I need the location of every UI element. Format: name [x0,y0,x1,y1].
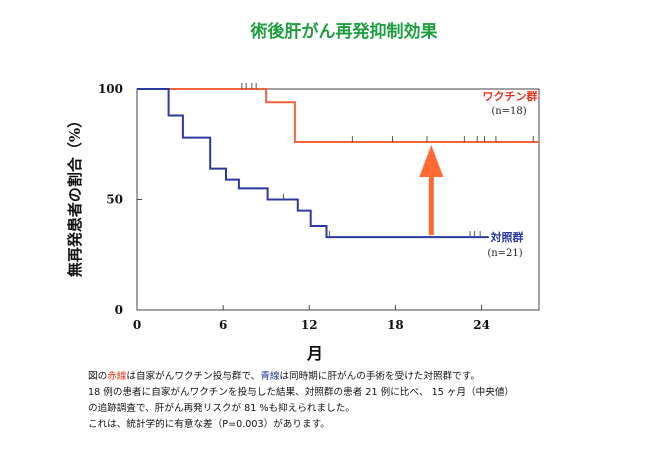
legend-vaccine-n: (n=18) [491,106,526,117]
x-tick-label: 18 [387,318,404,332]
caption: 図の赤線は自家がんワクチン投与群で、青線は同時期に肝がんの手術を受けた対照群です… [88,369,643,433]
control-survival-line [137,88,489,239]
caption-text: は自家がんワクチン投与群で、 [126,371,261,382]
improvement-arrow-head [419,145,444,178]
y-tick-label: 50 [106,193,123,207]
caption-line-3: の追跡調査で、肝がん再発リスクが 81 %も抑えられました。 [88,403,355,414]
plot-area: 0 6 12 18 24 0 50 100 [98,82,540,332]
plot-frame [136,88,540,311]
vaccine-survival-line [137,88,539,143]
caption-text: は同時期に肝がんの手術を受けた対照群です。 [279,371,481,382]
x-axis-label: 月 [306,344,323,363]
caption-line-4: これは、統計学的に有意な差（P=0.003）があります。 [88,419,330,430]
caption-blue-line-word: 青線 [260,371,280,382]
y-tick-label: 0 [115,303,123,317]
legend-control-n: (n=21) [487,248,522,259]
caption-line-2: 18 例の患者に自家がんワクチンを投与した結果、対照群の患者 21 例に比べ、 … [88,387,515,398]
caption-text: 図の [88,371,108,382]
legend-control-name: 対照群 [490,230,524,244]
x-tick-label: 24 [473,318,490,332]
chart-title: 術後肝がん再発抑制効果 [250,21,438,42]
x-tick-label: 6 [219,318,227,332]
x-tick-label: 12 [301,318,318,332]
x-tick-label: 0 [133,318,141,332]
legend-vaccine-name: ワクチン群 [483,89,538,103]
caption-line-1: 図の赤線は自家がんワクチン投与群で、青線は同時期に肝がんの手術を受けた対照群です… [88,369,643,385]
caption-red-line-word: 赤線 [107,371,127,382]
y-tick-label: 100 [98,82,123,96]
y-axis-label: 無再発患者の割合（%） [66,113,84,277]
